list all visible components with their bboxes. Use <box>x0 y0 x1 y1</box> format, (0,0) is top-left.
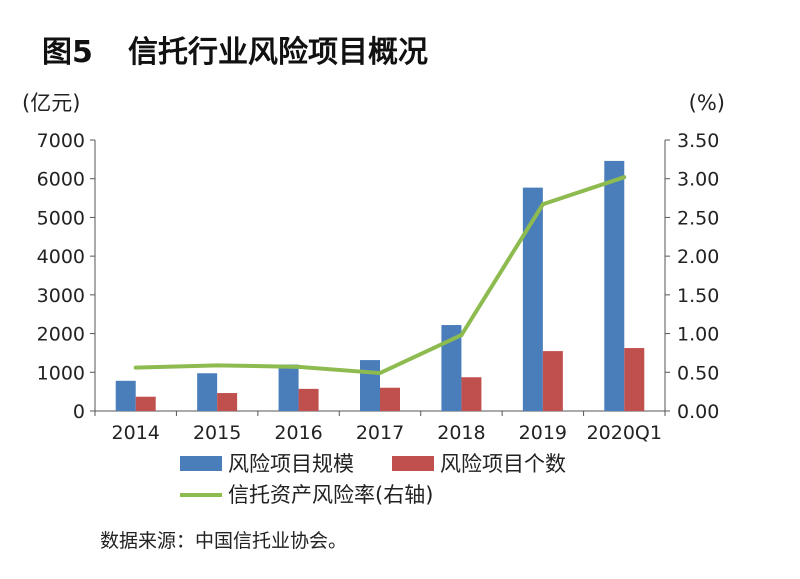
legend-swatch-scale <box>180 456 222 471</box>
bar-project-scale <box>278 364 299 411</box>
figure-label: 图5 <box>42 35 93 70</box>
legend-label-rate: 信托资产风险率(右轴) <box>228 483 433 507</box>
bar-project-count <box>135 396 156 411</box>
bar-project-count <box>624 348 645 411</box>
bar-project-scale <box>360 360 380 411</box>
bars-layer <box>115 160 645 411</box>
bar-project-scale <box>441 325 462 411</box>
line-risk-rate-point <box>215 363 220 368</box>
x-tick-label: 2017 <box>356 422 404 444</box>
bar-project-scale <box>522 187 543 411</box>
bar-project-count <box>461 377 482 411</box>
right-tick-label: 1.00 <box>677 324 719 346</box>
legend-swatch-count <box>392 456 434 471</box>
line-risk-rate-point <box>622 175 627 180</box>
right-tick-label: 2.50 <box>677 207 719 229</box>
bar-project-scale <box>115 380 136 411</box>
bar-project-count <box>298 388 319 411</box>
left-tick-label: 1000 <box>37 362 85 384</box>
right-tick-label: 1.50 <box>677 285 719 307</box>
figure-title: 图5 信托行业风险项目概况 <box>42 35 428 70</box>
right-tick-label: 2.00 <box>677 246 719 268</box>
line-risk-rate-point <box>133 365 138 370</box>
right-tick-label: 0.50 <box>677 362 719 384</box>
left-tick-label: 3000 <box>37 285 85 307</box>
line-risk-rate-point <box>540 202 545 207</box>
legend-label-scale: 风险项目规模 <box>228 452 354 476</box>
left-axis-unit: (亿元) <box>22 91 80 115</box>
source-note: 数据来源：中国信托业协会。 <box>100 530 347 552</box>
line-risk-rate-point <box>378 371 382 376</box>
left-tick-label: 7000 <box>37 130 85 152</box>
line-risk-rate <box>135 175 625 376</box>
bar-project-count <box>380 387 400 411</box>
x-tick-label: 2018 <box>437 422 485 444</box>
line-risk-rate-point <box>296 364 301 369</box>
left-tick-label: 5000 <box>37 207 85 229</box>
right-tick-label: 3.00 <box>677 169 719 191</box>
bar-project-count <box>542 351 563 411</box>
bar-project-scale <box>604 160 625 411</box>
left-tick-label: 6000 <box>37 169 85 191</box>
x-tick-label: 2015 <box>193 422 241 444</box>
right-tick-label: 3.50 <box>677 130 719 152</box>
x-tick-label: 2016 <box>274 422 322 444</box>
right-tick-label: 0.00 <box>677 401 719 423</box>
left-tick-label: 4000 <box>37 246 85 268</box>
x-tick-label: 2014 <box>112 422 160 444</box>
right-axis-unit: (%) <box>689 91 725 115</box>
bar-project-count <box>217 393 238 411</box>
legend-label-count: 风险项目个数 <box>440 452 566 476</box>
x-tick-label: 2019 <box>519 422 567 444</box>
bar-project-scale <box>197 373 218 411</box>
axes: 0 1000 2000 3000 4000 5000 6000 7000 0.00 0.50 1.0… <box>37 130 720 444</box>
line-risk-rate-point <box>459 333 464 338</box>
left-tick-label: 0 <box>73 401 85 423</box>
figure-title-text: 信托行业风险项目概况 <box>128 35 428 70</box>
left-tick-label: 2000 <box>37 324 85 346</box>
line-layer <box>133 175 627 376</box>
x-tick-label: 2020Q1 <box>587 422 662 444</box>
